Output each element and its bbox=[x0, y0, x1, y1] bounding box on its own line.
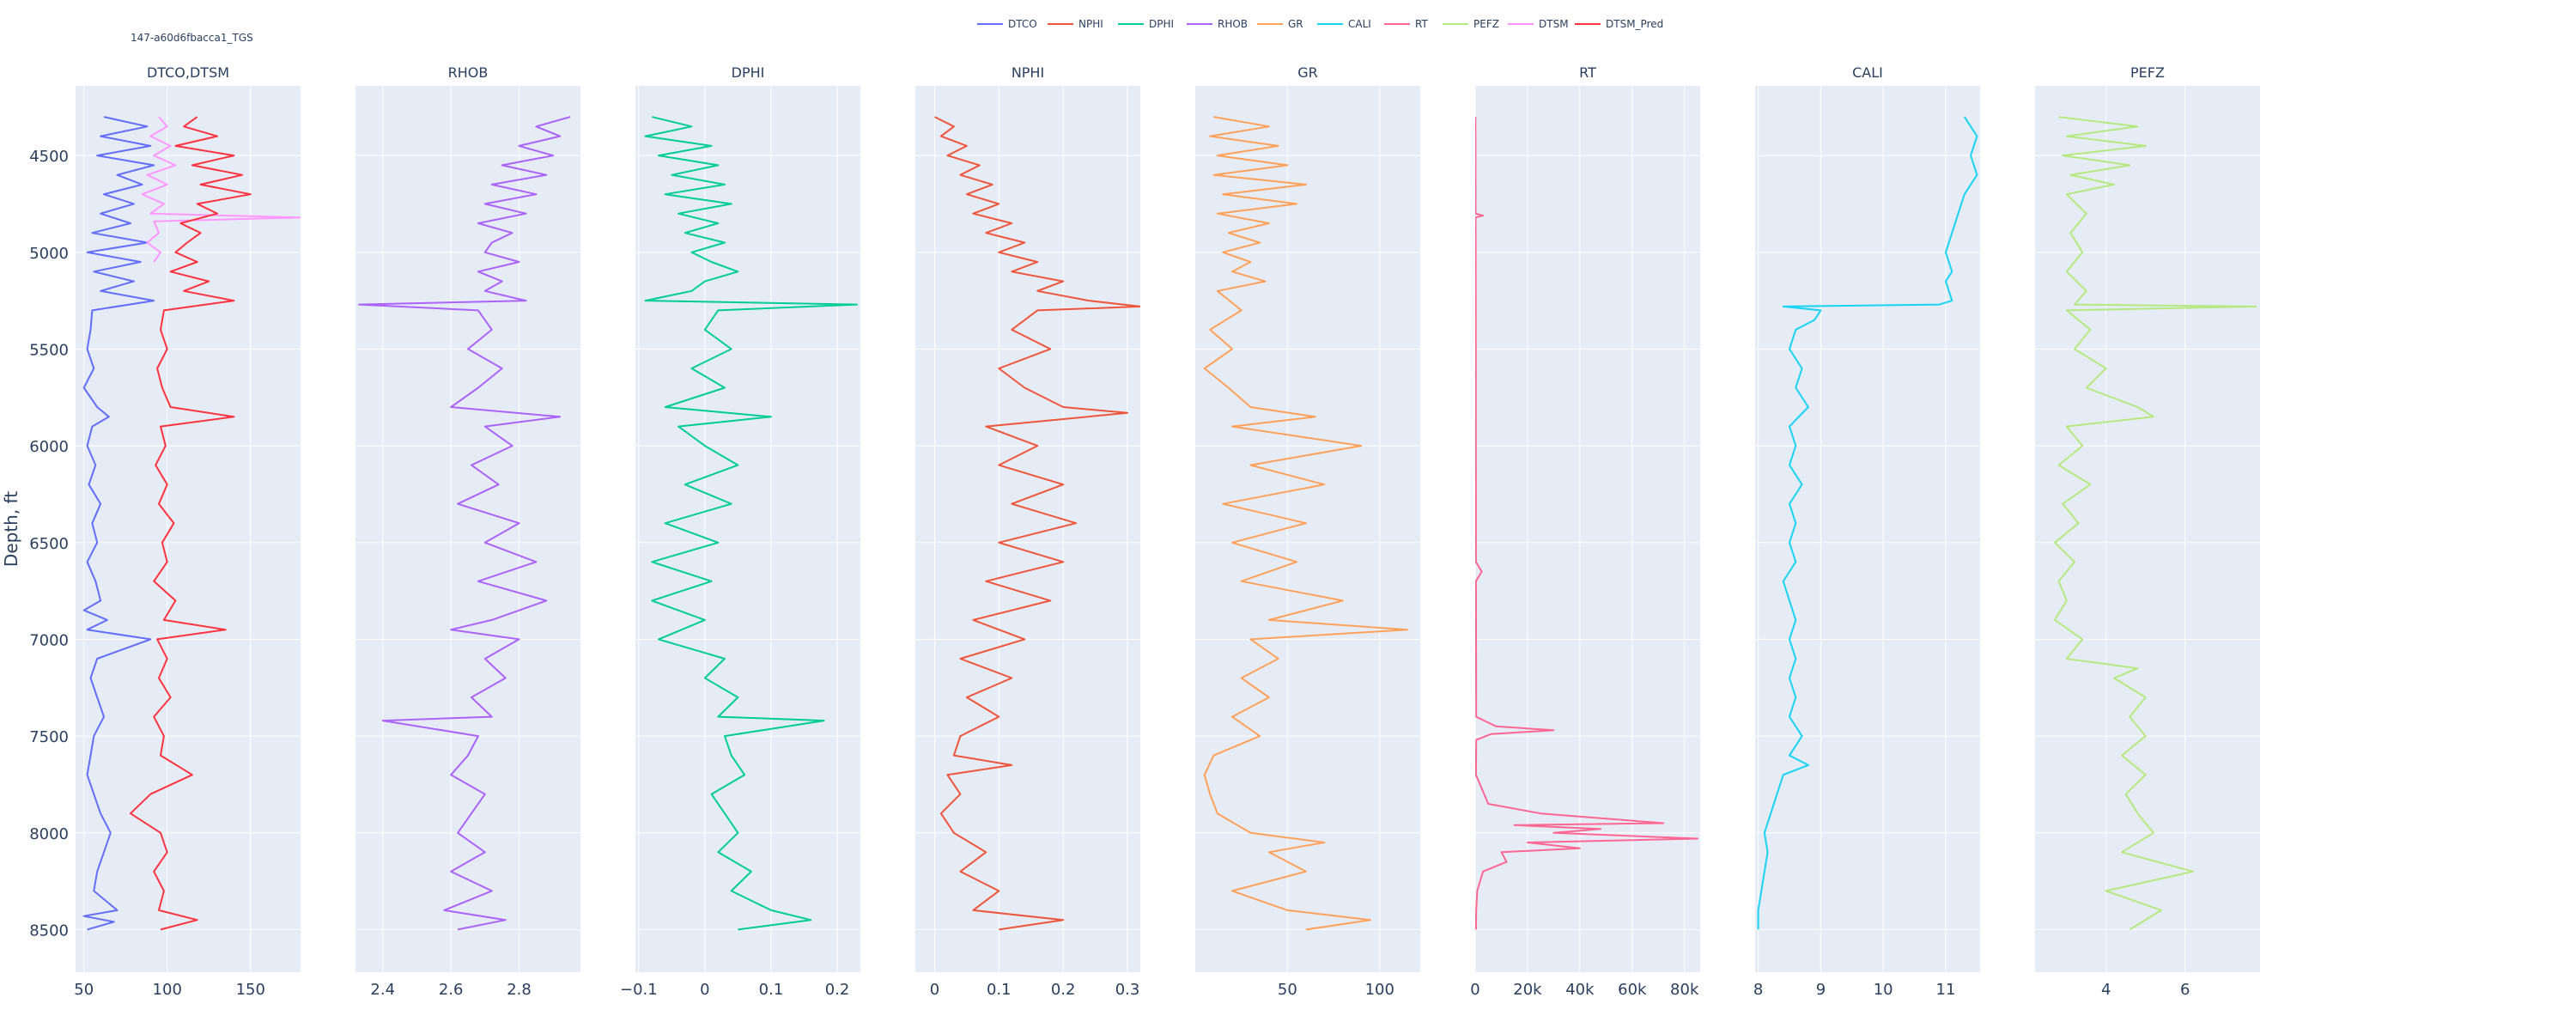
y-tick-label: 5500 bbox=[29, 341, 69, 359]
x-tick-label: 40k bbox=[1565, 981, 1595, 999]
x-tick-label: 150 bbox=[236, 981, 265, 999]
track-background bbox=[1755, 86, 1980, 972]
x-tick-label: 60k bbox=[1618, 981, 1647, 999]
y-tick-label: 7000 bbox=[29, 631, 69, 649]
x-tick-label: 0.2 bbox=[1051, 981, 1076, 999]
well-label: 147-a60d6fbacca1_TGS bbox=[131, 32, 253, 44]
series-pefz-line bbox=[2054, 116, 2257, 931]
y-tick-label: 6000 bbox=[29, 438, 69, 456]
track-title: NPHI bbox=[1012, 64, 1044, 81]
x-tick-label: 8 bbox=[1753, 981, 1763, 999]
x-tick-label: 0 bbox=[700, 981, 709, 999]
x-tick-label: 100 bbox=[153, 981, 182, 999]
legend-item: CALI bbox=[1317, 18, 1371, 30]
track-title: DPHI bbox=[732, 64, 765, 81]
x-tick-label: 2.6 bbox=[439, 981, 464, 999]
y-tick-label: 6500 bbox=[29, 535, 69, 553]
legend-item: DTSM_Pred bbox=[1575, 18, 1663, 30]
legend-label: PEFZ bbox=[1473, 18, 1499, 30]
series-cali-line bbox=[1757, 116, 1978, 930]
track-dphi: −0.1 0 0.1 0.2 DPHI bbox=[620, 64, 860, 999]
x-tick-label: 2.8 bbox=[507, 981, 532, 999]
series-rhob-line bbox=[358, 116, 571, 931]
x-tick-label: 0.1 bbox=[759, 981, 784, 999]
x-tick-label: −0.1 bbox=[620, 981, 658, 999]
x-tick-label: 100 bbox=[1365, 981, 1394, 999]
y-axis-title: Depth, ft bbox=[1, 491, 21, 567]
track-rt: 0 20k 40k 60k 80k RT bbox=[1470, 64, 1700, 999]
x-tick-label: 50 bbox=[74, 981, 94, 999]
x-tick-label: 20k bbox=[1513, 981, 1542, 999]
x-tick-label: 50 bbox=[1278, 981, 1297, 999]
legend-item: DPHI bbox=[1118, 18, 1174, 30]
track-pefz: 4 6 PEFZ bbox=[2035, 64, 2260, 999]
legend-label: DTSM bbox=[1539, 18, 1569, 30]
x-tick-label: 9 bbox=[1816, 981, 1826, 999]
y-tick-label: 8500 bbox=[29, 921, 69, 940]
x-tick-label: 11 bbox=[1936, 981, 1956, 999]
legend-item: DTCO bbox=[977, 18, 1037, 30]
x-tick-label: 2.4 bbox=[370, 981, 395, 999]
track-background bbox=[1195, 86, 1420, 972]
legend-item: RT bbox=[1384, 18, 1428, 30]
legend-item: PEFZ bbox=[1443, 18, 1499, 30]
legend-label: RHOB bbox=[1218, 18, 1248, 30]
legend-item: DTSM bbox=[1508, 18, 1569, 30]
track-rhob: 2.4 2.6 2.8 RHOB bbox=[355, 64, 580, 999]
legend-label: GR bbox=[1288, 18, 1303, 30]
x-tick-label: 0.1 bbox=[987, 981, 1012, 999]
x-tick-label: 6 bbox=[2180, 981, 2190, 999]
legend-label: CALI bbox=[1348, 18, 1371, 30]
series-dphi-line bbox=[644, 116, 859, 931]
y-tick-label: 4500 bbox=[29, 148, 69, 166]
track-background bbox=[635, 86, 860, 972]
track-background bbox=[915, 86, 1140, 972]
series-nphi-line bbox=[934, 116, 1140, 931]
x-tick-label: 0.3 bbox=[1115, 981, 1140, 999]
track-title: RT bbox=[1579, 64, 1596, 81]
series-gr-line bbox=[1203, 116, 1408, 931]
track-background bbox=[76, 86, 301, 972]
track-title: RHOB bbox=[448, 64, 489, 81]
y-tick-label: 8000 bbox=[29, 825, 69, 843]
series-dtsm_pred-line bbox=[130, 116, 252, 931]
legend-item: RHOB bbox=[1187, 18, 1248, 30]
track-background bbox=[2035, 86, 2260, 972]
legend-label: DPHI bbox=[1149, 18, 1174, 30]
track-cali: 8 9 10 11 CALI bbox=[1753, 64, 1980, 999]
legend-item: GR bbox=[1257, 18, 1303, 30]
legend-item: NPHI bbox=[1048, 18, 1103, 30]
y-tick-label: 5000 bbox=[29, 245, 69, 263]
x-tick-label: 0 bbox=[930, 981, 939, 999]
track-title: PEFZ bbox=[2130, 64, 2165, 81]
track-background bbox=[355, 86, 580, 972]
legend-label: DTCO bbox=[1008, 18, 1037, 30]
track-gr: 50 100 GR bbox=[1195, 64, 1420, 999]
legend-label: NPHI bbox=[1078, 18, 1103, 30]
x-tick-label: 10 bbox=[1874, 981, 1893, 999]
series-dtco-line bbox=[82, 116, 155, 931]
track-title: DTCO,DTSM bbox=[147, 64, 229, 81]
series-rt-line bbox=[1475, 117, 1698, 930]
x-tick-label: 0 bbox=[1470, 981, 1479, 999]
track-title: GR bbox=[1297, 64, 1318, 81]
x-tick-label: 4 bbox=[2101, 981, 2111, 999]
track-nphi: 0 0.1 0.2 0.3 NPHI bbox=[915, 64, 1140, 999]
y-tick-label: 7500 bbox=[29, 728, 69, 746]
track-title: CALI bbox=[1852, 64, 1883, 81]
legend-label: RT bbox=[1415, 18, 1428, 30]
series-dtsm-line bbox=[141, 116, 301, 263]
legend-label: DTSM_Pred bbox=[1606, 18, 1663, 30]
track-dtco-dtsm: 50 100 150 DTCO,DTSM bbox=[74, 64, 301, 999]
x-tick-label: 80k bbox=[1670, 981, 1699, 999]
x-tick-label: 0.2 bbox=[825, 981, 850, 999]
